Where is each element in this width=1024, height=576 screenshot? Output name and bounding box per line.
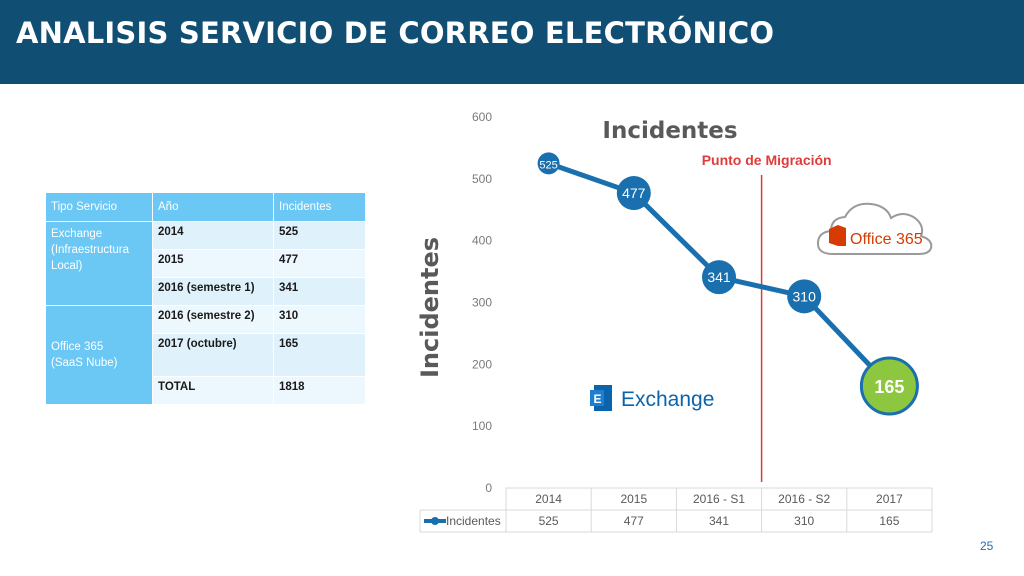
y-tick-label: 300 [472, 296, 492, 310]
total-label-cell: TOTAL [152, 376, 274, 405]
data-point [787, 279, 822, 314]
x-tick-label: 2016 - S1 [693, 492, 745, 506]
y-tick-label: 200 [472, 357, 492, 371]
year-cell: 2016 (semestre 1) [152, 277, 274, 306]
exchange-logo: E Exchange [588, 382, 718, 419]
table-header-cell: Tipo Servicio [45, 192, 153, 222]
y-tick-label: 600 [472, 110, 492, 124]
y-axis-title: Incidentes [416, 237, 444, 378]
x-tick-label: 2017 [876, 492, 903, 506]
data-table-value: 477 [624, 514, 644, 528]
page-title: ANALISIS SERVICIO DE CORREO ELECTRÓNICO [16, 16, 775, 50]
data-table-value: 310 [794, 514, 814, 528]
x-tick-label: 2016 - S2 [778, 492, 830, 506]
cloud-outline-icon [816, 202, 933, 255]
x-tick-label: 2014 [535, 492, 562, 506]
exchange-logo-letter: E [594, 392, 602, 406]
chart-title: Incidentes [602, 118, 737, 144]
incidents-cell: 165 [273, 333, 366, 377]
office365-cloud: Office 365 [816, 202, 933, 255]
legend-marker-icon [431, 517, 439, 525]
year-cell: 2014 [152, 221, 274, 250]
data-point [537, 152, 560, 175]
exchange-logo-mark: E Exchange [590, 385, 714, 411]
service-type-label: (Infraestructura [51, 244, 129, 256]
table-header-row: Tipo Servicio Año Incidentes [45, 192, 366, 222]
data-table-value: 165 [879, 514, 899, 528]
data-point [702, 260, 736, 295]
title-bar: ANALISIS SERVICIO DE CORREO ELECTRÓNICO [0, 0, 1024, 84]
table-row: 2015 477 [46, 249, 366, 278]
data-table-value: 525 [539, 514, 559, 528]
data-label: 477 [622, 185, 646, 201]
data-label: 341 [707, 269, 731, 285]
data-label: 310 [793, 288, 817, 304]
office365-text: Office 365 [850, 231, 923, 248]
legend-label: Incidentes [446, 514, 501, 528]
office-icon [829, 225, 846, 246]
office365-logo: Office 365 [815, 200, 935, 263]
service-type-cell: Exchange (Infraestructura Local) [45, 221, 153, 306]
table-row: Office 365 (SaaS Nube) 2016 (semestre 2)… [45, 305, 366, 405]
service-type-label: Local) [51, 260, 83, 272]
table-row: TOTAL 1818 [46, 376, 366, 405]
year-cell: 2017 (octubre) [152, 333, 274, 377]
slide-number: 25 [980, 539, 994, 553]
table-header-cell: Año [152, 192, 274, 222]
data-label: 525 [539, 159, 557, 171]
service-type-cell: Office 365 (SaaS Nube) [45, 305, 153, 405]
year-cell: 2016 (semestre 2) [152, 305, 274, 334]
total-value-cell: 1818 [273, 376, 366, 405]
data-point [616, 176, 651, 211]
incidents-cell: 310 [273, 305, 366, 334]
service-type-label: Office 365 [51, 341, 104, 353]
data-table-value: 341 [709, 514, 729, 528]
y-tick-label: 100 [472, 419, 492, 433]
service-type-label: (SaaS Nube) [51, 357, 118, 369]
x-tick-label: 2015 [620, 492, 647, 506]
incidents-cell: 341 [273, 277, 366, 306]
incidents-line-chart: 0 100 200 300 400 500 600 Incidentes Incidentes P… [416, 110, 933, 533]
exchange-logo-front [590, 390, 604, 406]
y-tick-label: 500 [472, 172, 492, 186]
y-tick-label: 0 [485, 481, 492, 495]
table-row: Exchange (Infraestructura Local) 2014 52… [45, 221, 366, 306]
data-point [859, 356, 919, 416]
table-row: 2017 (octubre) 165 [46, 333, 366, 377]
migration-annotation: Punto de Migración [702, 152, 832, 168]
incidents-table: Tipo Servicio Año Incidentes Exchange (I… [45, 192, 366, 405]
incidents-cell: 477 [273, 249, 366, 278]
incidents-cell: 525 [273, 221, 366, 250]
data-label: 165 [874, 377, 904, 397]
table-header-cell: Incidentes [273, 192, 366, 222]
exchange-logo-text: Exchange [621, 388, 714, 411]
service-type-label: Exchange [51, 228, 103, 240]
year-cell: 2015 [152, 249, 274, 278]
y-tick-label: 400 [472, 234, 492, 248]
